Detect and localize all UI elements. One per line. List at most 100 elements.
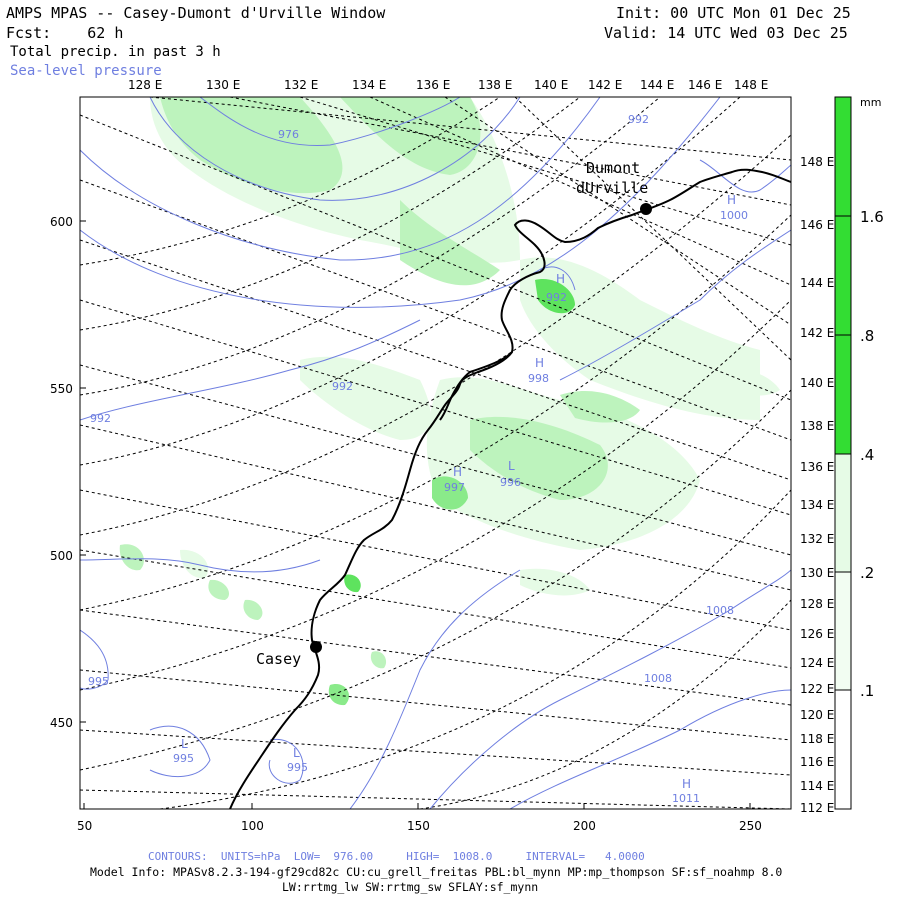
contour-label: 1008 xyxy=(644,672,672,685)
meridian xyxy=(80,179,791,441)
isobar xyxy=(149,725,211,778)
lon-label: 128 E xyxy=(128,78,162,92)
precip-area xyxy=(560,390,640,423)
colorbar-segment xyxy=(835,572,851,690)
meridian xyxy=(80,424,791,591)
isobar xyxy=(509,689,791,809)
meridian xyxy=(80,299,791,516)
colorbar: mm 1.6 .8 .4 .2 .1 xyxy=(834,96,884,810)
lon-label: 140 E xyxy=(534,78,568,92)
isobar xyxy=(559,229,791,381)
contour-info-line: CONTOURS: UNITS=hPa LOW= 976.00 HIGH= 10… xyxy=(148,850,645,863)
meridian xyxy=(80,789,791,809)
isobar xyxy=(349,569,521,809)
lon-label: 136 E xyxy=(416,78,450,92)
isobar xyxy=(80,319,421,421)
y-tick-label: 450 xyxy=(50,716,73,730)
colorbar-label: .8 xyxy=(860,327,874,345)
lon-label: 140 E xyxy=(800,376,834,390)
contour-label: 996 xyxy=(500,476,521,489)
colorbar-segment xyxy=(835,454,851,572)
map-frame xyxy=(79,96,792,810)
lon-label: 128 E xyxy=(800,597,834,611)
dumont-durville-label-line1: Dumont xyxy=(586,159,640,177)
lon-label: 146 E xyxy=(688,78,722,92)
colorbar-label: .2 xyxy=(860,564,874,582)
model-info-line: Model Info: MPASv8.2.3-194-gf29cd82c CU:… xyxy=(90,865,783,879)
x-axis: 50 100 150 200 250 xyxy=(77,803,762,833)
precip-shading xyxy=(119,97,780,706)
lon-label: 148 E xyxy=(734,78,768,92)
contour-label: 1011 xyxy=(672,792,700,805)
lon-label: 122 E xyxy=(800,682,834,696)
lon-label: 134 E xyxy=(352,78,386,92)
meridian xyxy=(369,97,791,286)
precip-area xyxy=(520,257,760,420)
low-center-marker: L xyxy=(293,746,300,760)
meridian xyxy=(80,364,791,556)
latitude-circle xyxy=(419,599,791,809)
isobar xyxy=(699,159,791,193)
lon-label: 120 E xyxy=(800,708,834,722)
model-info-line-2: LW:rrtmg_lw SW:rrtmg_sw SFLAY:sf_mynn xyxy=(282,880,539,894)
high-center-marker: H xyxy=(727,193,736,207)
colorbar-label: 1.6 xyxy=(860,208,884,226)
lon-label: 132 E xyxy=(284,78,318,92)
precip-area xyxy=(370,651,387,669)
x-tick-label: 150 xyxy=(407,819,430,833)
latitude-circle xyxy=(80,97,661,396)
x-tick-label: 50 xyxy=(77,819,92,833)
meridian xyxy=(80,669,791,741)
colorbar-segment xyxy=(835,97,851,454)
precip-area xyxy=(208,579,230,600)
dumont-durville-station-marker[interactable] xyxy=(640,203,652,215)
precip-area xyxy=(119,544,144,571)
plot-title: AMPS MPAS -- Casey-Dumont d'Urville Wind… xyxy=(6,4,386,22)
colorbar-unit: mm xyxy=(860,96,881,109)
meridian xyxy=(80,729,791,776)
valid-time: Valid: 14 UTC Wed 03 Dec 25 xyxy=(604,24,848,42)
precip-area xyxy=(344,574,361,593)
lon-label: 146 E xyxy=(800,218,834,232)
lon-label: 114 E xyxy=(800,779,834,793)
contour-label: 998 xyxy=(528,372,549,385)
lon-label: 130 E xyxy=(800,566,834,580)
lon-label: 132 E xyxy=(800,532,834,546)
x-tick-label: 100 xyxy=(241,819,264,833)
precip-area xyxy=(400,200,500,286)
lon-label: 112 E xyxy=(800,801,834,815)
precip-area xyxy=(160,97,343,194)
precip-area xyxy=(720,368,780,396)
lon-label: 136 E xyxy=(800,460,834,474)
meridian xyxy=(80,239,791,481)
x-tick-label: 200 xyxy=(573,819,596,833)
colorbar-label: .1 xyxy=(860,682,874,700)
meridian xyxy=(80,114,791,401)
contour-label: 992 xyxy=(628,113,649,126)
latitude-circle xyxy=(80,97,501,266)
x-tick-label: 250 xyxy=(739,819,762,833)
precip-area xyxy=(300,356,431,440)
contour-label: 997 xyxy=(444,481,465,494)
latitude-circle xyxy=(80,389,791,771)
precip-area xyxy=(340,97,481,175)
precip-area xyxy=(328,684,350,706)
casey-station-marker[interactable] xyxy=(310,641,322,653)
high-center-marker: H xyxy=(682,777,691,791)
isobar xyxy=(149,97,521,201)
lon-label: 144 E xyxy=(800,276,834,290)
precip-area xyxy=(470,416,608,500)
precip-area xyxy=(243,599,263,620)
isobar xyxy=(80,629,109,690)
lon-label: 138 E xyxy=(478,78,512,92)
precip-area xyxy=(535,279,575,314)
latitude-circle xyxy=(80,97,741,466)
contour-label: 1008 xyxy=(706,604,734,617)
low-center-marker: L xyxy=(181,737,188,751)
field-name-slp: Sea-level pressure xyxy=(10,63,162,79)
isobar xyxy=(199,97,461,147)
lon-label: 130 E xyxy=(206,78,240,92)
forecast-hour: Fcst: 62 h xyxy=(6,24,124,42)
lon-label: 116 E xyxy=(800,755,834,769)
